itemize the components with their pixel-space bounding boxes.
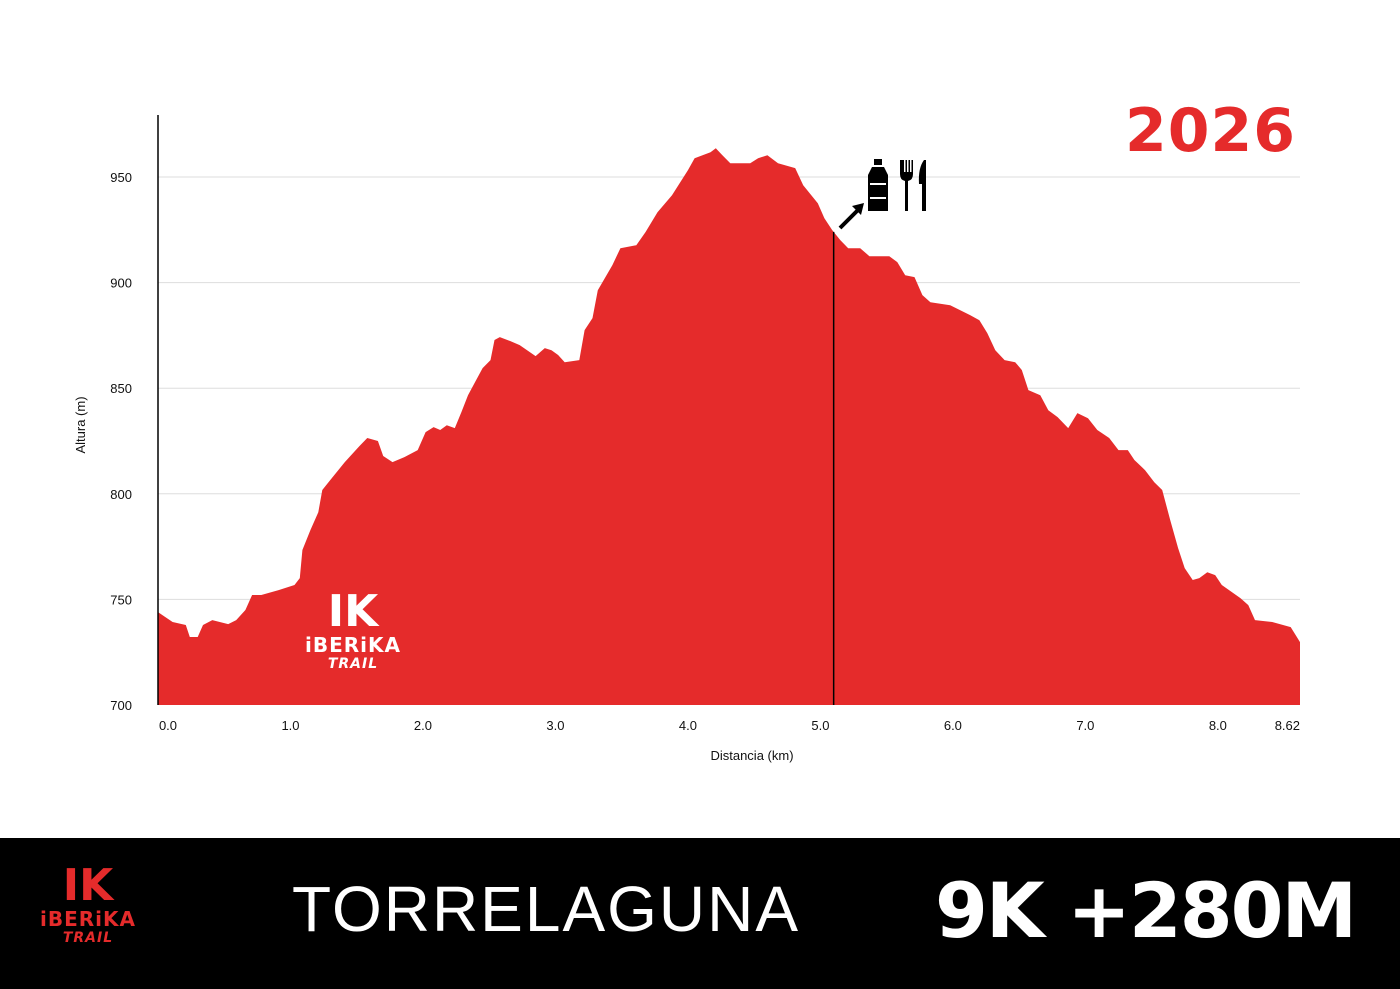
x-tick-labels: 0.0 1.0 2.0 3.0 4.0 5.0 6.0 7.0 8.0 8.62 — [159, 718, 1300, 733]
x-tick-label: 5.0 — [811, 718, 829, 733]
x-tick-label: 8.0 — [1209, 718, 1227, 733]
logo-mark: IK — [62, 860, 114, 911]
fork-icon — [900, 160, 913, 211]
race-distance: 9K +280M — [935, 866, 1357, 955]
y-tick-label: 900 — [110, 276, 132, 291]
water-bottle-icon — [868, 159, 888, 211]
year-label: 2026 — [1125, 96, 1296, 166]
aid-station-icons — [838, 159, 926, 230]
elevation-area — [158, 148, 1300, 706]
arrow-icon — [838, 203, 864, 230]
x-tick-label: 0.0 — [159, 718, 177, 733]
logo-brand: iBERiKA — [305, 633, 401, 657]
elevation-chart: 700 750 800 850 900 950 0.0 1.0 2.0 3.0 4.0 5.0 6.0… — [73, 115, 1300, 763]
x-axis-title: Distancia (km) — [710, 748, 793, 763]
y-tick-label: 700 — [110, 698, 132, 713]
y-tick-label: 950 — [110, 170, 132, 185]
y-tick-labels: 700 750 800 850 900 950 — [110, 170, 132, 713]
logo-mark: IK — [327, 586, 379, 637]
x-tick-label: 8.62 — [1275, 718, 1300, 733]
y-tick-label: 800 — [110, 487, 132, 502]
chart-watermark-logo: IK iBERiKA TRAIL — [305, 586, 401, 673]
y-tick-label: 850 — [110, 381, 132, 396]
y-axis-title: Altura (m) — [73, 396, 88, 453]
x-tick-label: 6.0 — [944, 718, 962, 733]
y-tick-label: 750 — [110, 592, 132, 607]
race-name: TORRELAGUNA — [292, 873, 801, 945]
x-tick-label: 4.0 — [679, 718, 697, 733]
x-tick-label: 1.0 — [281, 718, 299, 733]
logo-sub: TRAIL — [327, 656, 379, 672]
x-tick-label: 7.0 — [1076, 718, 1094, 733]
logo-brand: iBERiKA — [40, 907, 136, 931]
x-tick-label: 2.0 — [414, 718, 432, 733]
footer-banner: IK iBERiKA TRAIL TORRELAGUNA 9K +280M — [0, 838, 1400, 989]
knife-icon — [918, 160, 926, 211]
logo-sub: TRAIL — [62, 930, 114, 946]
footer-logo: IK iBERiKA TRAIL — [40, 860, 136, 947]
x-tick-label: 3.0 — [546, 718, 564, 733]
